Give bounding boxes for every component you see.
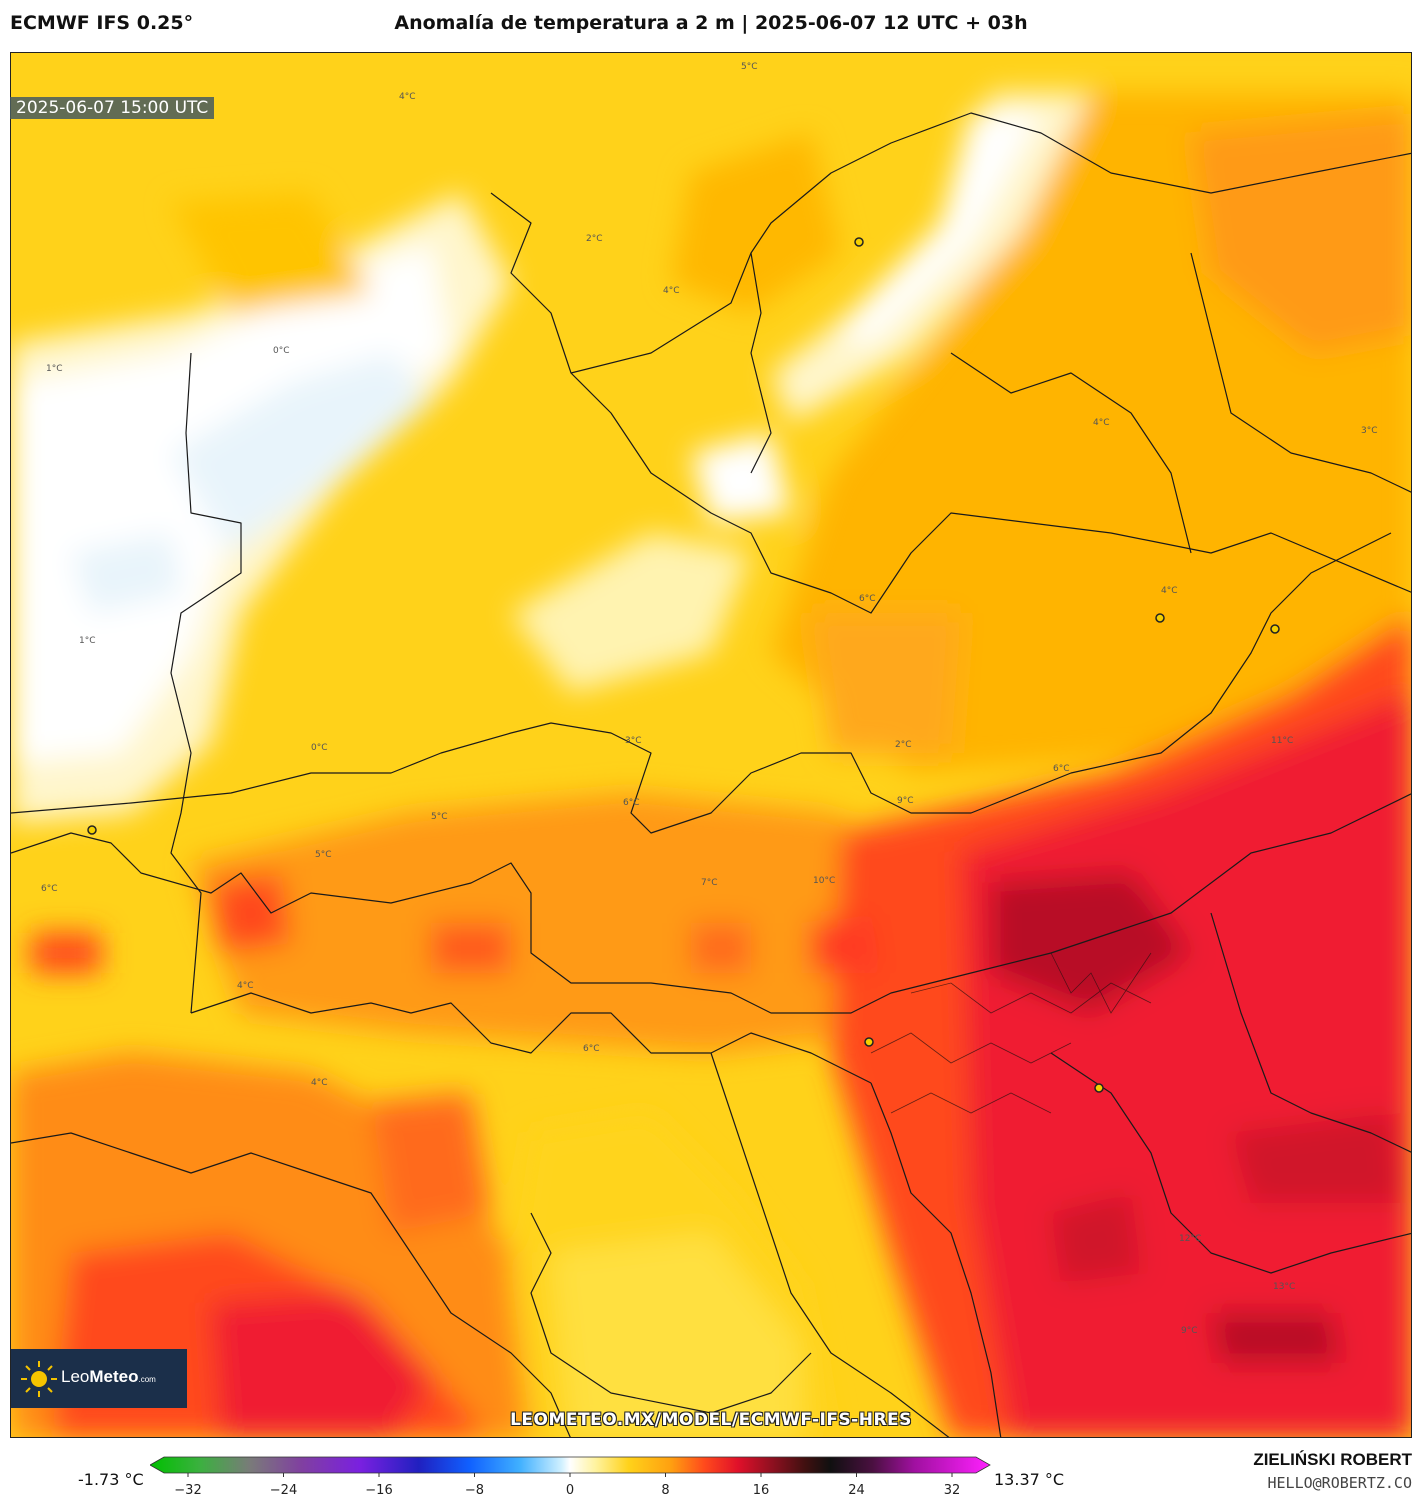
source-url[interactable]: LEOMETEO.MX/MODEL/ECMWF-IFS-HRES	[510, 1410, 912, 1430]
contour-label: 4°C	[237, 981, 254, 991]
contour-label: 4°C	[311, 1078, 328, 1088]
contour-label: 12°C	[1179, 1234, 1201, 1244]
author-name: ZIELIŃSKI ROBERT	[1253, 1450, 1412, 1469]
map-title: Anomalía de temperatura a 2 m | 2025-06-…	[394, 12, 1028, 34]
contour-label: 6°C	[623, 798, 640, 808]
colorbar-tick-label: −24	[270, 1483, 297, 1498]
colorbar-min-label: -1.73 °C	[78, 1470, 144, 1489]
contour-label: 10°C	[813, 876, 835, 886]
colorbar-tick-label: 32	[944, 1483, 961, 1498]
logo-wordmark: LeoMeteo.com	[61, 1367, 156, 1386]
sun-icon	[21, 1361, 57, 1397]
contour-label: 3°C	[1361, 426, 1378, 436]
contour-label: 6°C	[859, 594, 876, 604]
contour-label: 0°C	[311, 743, 328, 753]
colorbar-tick-label: 16	[753, 1483, 770, 1498]
colorbar: −32 −24 −16 −8 0 8 16 24 32	[150, 1456, 991, 1498]
contour-label: 2°C	[586, 234, 603, 244]
contour-label: 0°C	[273, 346, 290, 356]
contour-label: 3°C	[625, 736, 642, 746]
model-name: ECMWF IFS 0.25°	[10, 12, 194, 34]
colorbar-tick-label: 8	[661, 1483, 669, 1498]
contour-label: 5°C	[315, 850, 332, 860]
contour-label: 6°C	[41, 884, 58, 894]
contour-label: 1°C	[79, 636, 96, 646]
contour-label: 4°C	[1093, 418, 1110, 428]
contour-label: 4°C	[663, 286, 680, 296]
contour-label: 6°C	[583, 1044, 600, 1054]
contour-label: 13°C	[1273, 1282, 1295, 1292]
colorbar-tick-label: −32	[174, 1483, 201, 1498]
contour-label: 5°C	[431, 812, 448, 822]
colorbar-tick-label: 24	[848, 1483, 865, 1498]
contour-label: 4°C	[1161, 586, 1178, 596]
anomaly-map: 4°C 5°C 2°C 0°C 1°C 4°C 4°C 3°C 6°C 4°C …	[11, 53, 1411, 1437]
colorbar-tick-label: −8	[465, 1483, 484, 1498]
contour-label: 1°C	[46, 364, 63, 374]
contour-label: 9°C	[1181, 1326, 1198, 1336]
leometeo-logo[interactable]: LeoMeteo.com	[11, 1349, 187, 1408]
contour-label: 5°C	[741, 62, 758, 72]
contour-label: 9°C	[897, 796, 914, 806]
contour-label: 6°C	[1053, 764, 1070, 774]
valid-time-badge: 2025-06-07 15:00 UTC	[10, 97, 215, 119]
contour-label: 7°C	[701, 878, 718, 888]
colorbar-max-label: 13.37 °C	[994, 1470, 1065, 1489]
colorbar-tick-label: −16	[365, 1483, 392, 1498]
author-email[interactable]: HELLO@ROBERTZ.CO	[1267, 1474, 1413, 1492]
contour-label: 4°C	[399, 92, 416, 102]
map-panel: 4°C 5°C 2°C 0°C 1°C 4°C 4°C 3°C 6°C 4°C …	[10, 52, 1412, 1438]
contour-label: 11°C	[1271, 736, 1293, 746]
colorbar-tick-label: 0	[566, 1483, 574, 1498]
contour-label: 2°C	[895, 740, 912, 750]
